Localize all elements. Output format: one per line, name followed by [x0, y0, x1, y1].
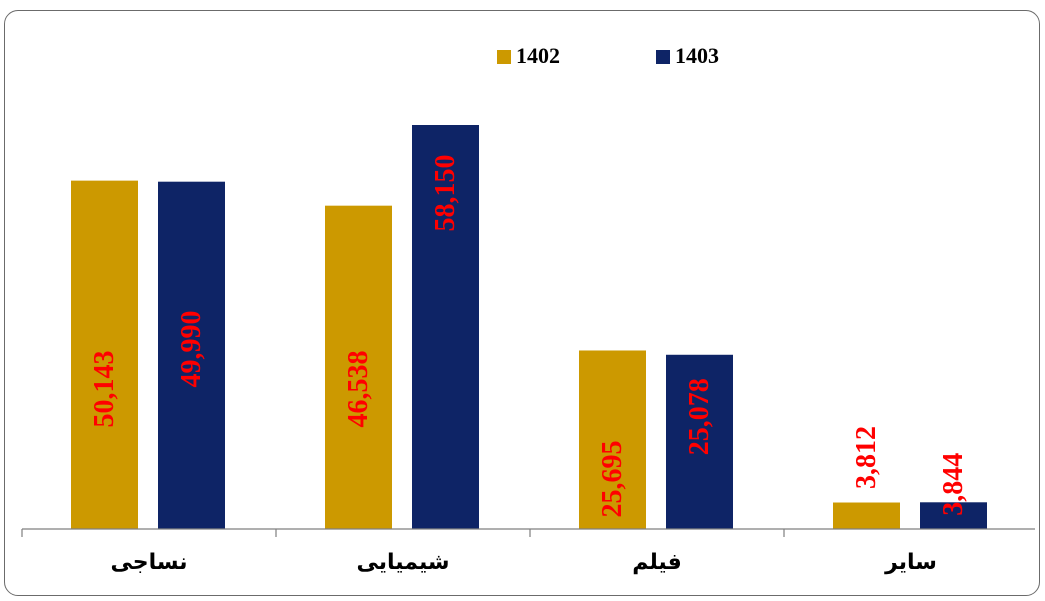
bars-group — [71, 125, 987, 530]
category-label-2: فیلم — [632, 550, 682, 575]
data-label-1402-3: 3,812 — [851, 426, 882, 489]
data-label-1403-3: 3,844 — [938, 453, 969, 516]
category-label-0: نساجی — [110, 550, 187, 575]
data-label-1402-2: 25,695 — [597, 441, 628, 518]
category-labels-group: نساجی شیمیایی فیلم سایر — [110, 550, 936, 575]
bar-1403-2 — [666, 354, 733, 529]
legend-swatch-1403 — [656, 50, 670, 64]
category-label-1: شیمیایی — [356, 550, 449, 575]
data-label-1403-2: 25,078 — [684, 378, 715, 455]
data-label-1402-1: 46,538 — [343, 351, 374, 428]
bar-1402-1 — [325, 205, 392, 530]
data-label-1402-0: 50,143 — [89, 351, 120, 428]
bar-1403-3 — [920, 502, 987, 529]
bar-1403-0 — [158, 181, 225, 529]
bar-1402-0 — [71, 180, 138, 529]
legend-swatch-1402 — [497, 50, 511, 64]
legend: 1402 1403 — [497, 43, 719, 68]
data-label-1403-0: 49,990 — [176, 311, 207, 388]
bar-1402-2 — [579, 350, 646, 529]
data-labels-group: 50,143 49,990 46,538 58,150 25,695 25,078 3,81… — [89, 155, 969, 518]
x-axis — [21, 528, 1035, 537]
category-label-3: سایر — [884, 550, 937, 575]
bar-1403-1 — [412, 125, 479, 529]
bar-1402-3 — [833, 502, 900, 529]
data-label-1403-1: 58,150 — [430, 155, 461, 232]
legend-label-1402: 1402 — [516, 43, 560, 68]
legend-label-1403: 1403 — [675, 43, 719, 68]
